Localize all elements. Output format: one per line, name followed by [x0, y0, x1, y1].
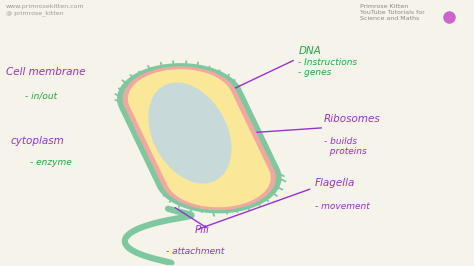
Polygon shape — [123, 67, 275, 210]
Polygon shape — [118, 64, 281, 213]
Text: Pili: Pili — [195, 225, 210, 235]
Text: www.primrosekitten.com
@ primrose_kitten: www.primrosekitten.com @ primrose_kitten — [6, 4, 85, 15]
Text: - in/out: - in/out — [25, 92, 57, 101]
Polygon shape — [128, 70, 270, 207]
Text: - builds
  proteins: - builds proteins — [324, 137, 367, 156]
Text: - movement: - movement — [315, 202, 370, 211]
Text: DNA: DNA — [298, 46, 321, 56]
Text: - attachment: - attachment — [166, 247, 225, 256]
Text: Flagella: Flagella — [315, 178, 355, 188]
Text: Ribosomes: Ribosomes — [324, 114, 381, 124]
Text: Primrose Kitten
YouTube Tutorials for
Science and Maths: Primrose Kitten YouTube Tutorials for Sc… — [359, 4, 424, 21]
Text: - enzyme: - enzyme — [30, 157, 72, 167]
Text: Cell membrane: Cell membrane — [6, 67, 86, 77]
Text: - Instructions
- genes: - Instructions - genes — [298, 58, 357, 77]
Text: cytoplasm: cytoplasm — [11, 136, 64, 146]
Ellipse shape — [148, 82, 231, 184]
